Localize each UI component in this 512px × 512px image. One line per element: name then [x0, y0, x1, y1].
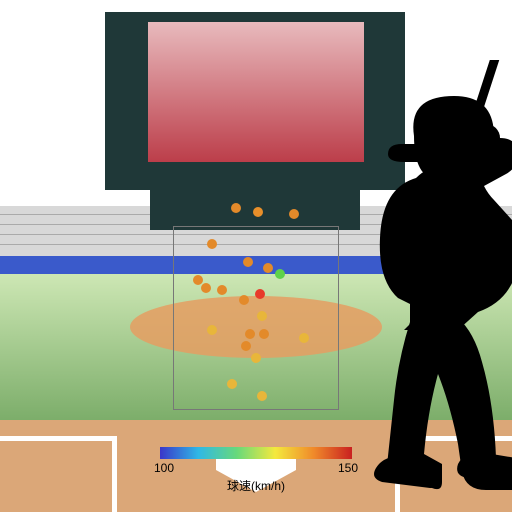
- strike-zone: [173, 226, 339, 410]
- pitch-chart-stage: 100 150 球速(km/h): [0, 0, 512, 512]
- pitch-marker: [207, 325, 217, 335]
- pitch-marker: [257, 311, 267, 321]
- box-line: [112, 436, 117, 512]
- box-line: [0, 436, 116, 441]
- pitch-marker: [231, 203, 241, 213]
- legend-label: 球速(km/h): [150, 477, 362, 494]
- legend-tick-min: 100: [154, 461, 174, 475]
- pitch-marker: [251, 353, 261, 363]
- pitch-marker: [257, 391, 267, 401]
- speed-legend: 100 150 球速(km/h): [150, 447, 362, 494]
- legend-ticks: 100 150: [150, 461, 362, 475]
- pitch-marker: [263, 263, 273, 273]
- pitch-marker: [245, 329, 255, 339]
- legend-gradient-bar: [160, 447, 352, 459]
- pitch-marker: [299, 333, 309, 343]
- pitch-marker: [217, 285, 227, 295]
- pitch-marker: [243, 257, 253, 267]
- pitch-marker: [259, 329, 269, 339]
- pitch-marker: [207, 239, 217, 249]
- pitch-marker: [239, 295, 249, 305]
- pitch-marker: [253, 207, 263, 217]
- legend-tick-max: 150: [338, 461, 358, 475]
- pitch-marker: [275, 269, 285, 279]
- pitch-marker: [201, 283, 211, 293]
- pitch-marker: [227, 379, 237, 389]
- batter-silhouette: [320, 60, 512, 490]
- pitch-marker: [241, 341, 251, 351]
- pitch-marker: [289, 209, 299, 219]
- pitch-marker: [255, 289, 265, 299]
